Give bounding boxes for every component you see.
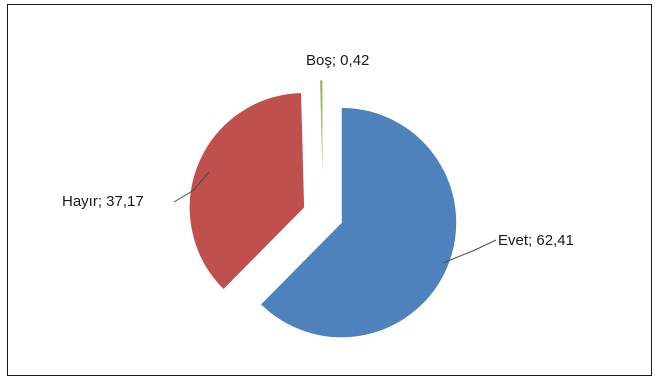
leader-line-evet bbox=[442, 239, 497, 264]
leader-line-hayır bbox=[173, 171, 210, 203]
pie-slice-hayır bbox=[189, 92, 305, 290]
pie-slice-evet bbox=[260, 107, 457, 338]
pie-labels: Evet; 62,41 Hayır; 37,17 Boş; 0,42 bbox=[62, 52, 574, 264]
data-label-hayır: Hayır; 37,17 bbox=[62, 193, 144, 210]
data-label-boş: Boş; 0,42 bbox=[306, 52, 369, 69]
pie-slices bbox=[189, 79, 457, 338]
data-label-evet: Evet; 62,41 bbox=[498, 232, 574, 249]
pie-slice-boş bbox=[319, 79, 324, 196]
